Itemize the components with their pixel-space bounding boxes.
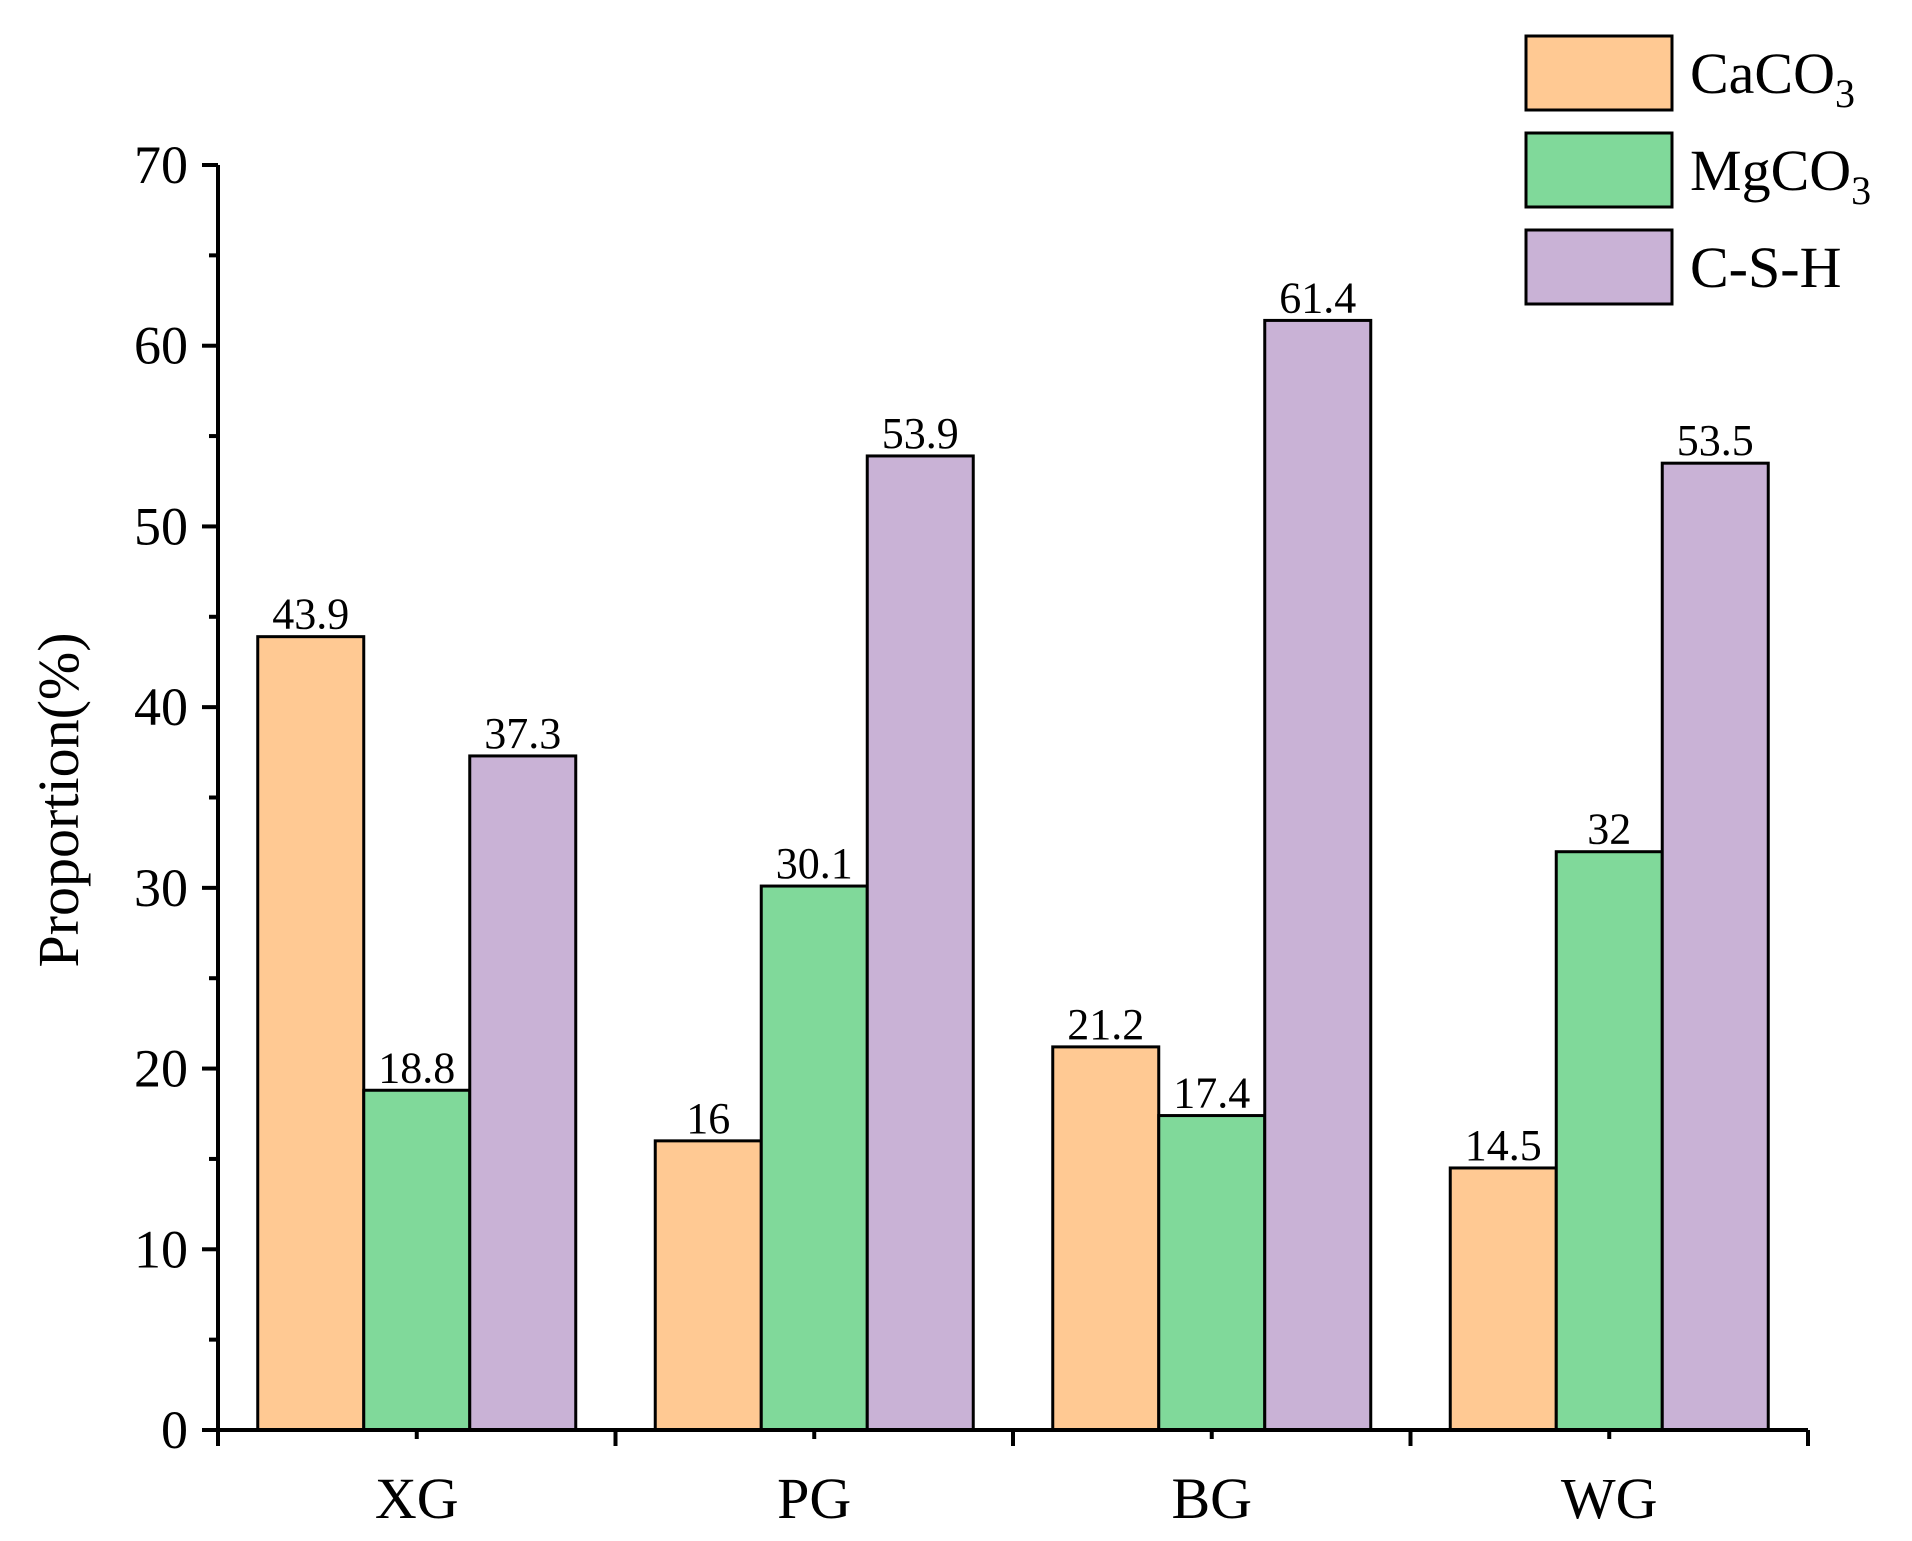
x-tick-label-bg: BG: [1171, 1466, 1252, 1531]
data-label-mgco3-pg: 30.1: [776, 839, 853, 888]
bar-mgco3-bg: [1157, 1114, 1267, 1432]
y-tick-label: 30: [134, 858, 188, 918]
bar-c-s-h-pg: [865, 454, 975, 1432]
bar-c-s-h-xg: [468, 754, 578, 1432]
bar-c-s-h-wg: [1660, 461, 1770, 1432]
data-label-caco3-bg: 21.2: [1067, 1000, 1144, 1049]
y-tick-label: 0: [161, 1400, 188, 1460]
data-labels-layer: 43.9 18.8 37.3 16 30.1 53.9 21.2 17.4 61.4 14.5 32…: [272, 273, 1754, 1170]
data-label-caco3-wg: 14.5: [1465, 1121, 1542, 1170]
x-tick-label-xg: XG: [375, 1466, 459, 1531]
legend: CaCO3 MgCO3 C-S-H: [1524, 34, 1871, 306]
y-tick-label: 20: [134, 1039, 188, 1099]
y-tick-label: 60: [134, 316, 188, 376]
y-tick-label: 40: [134, 677, 188, 737]
x-tick-label-wg: WG: [1561, 1466, 1658, 1531]
legend-label-mgco3: MgCO3: [1690, 138, 1871, 213]
data-label-caco3-pg: 16: [686, 1094, 730, 1143]
bar-c-s-h-bg: [1263, 318, 1373, 1432]
data-label-c-s-h-bg: 61.4: [1279, 273, 1356, 322]
data-label-c-s-h-wg: 53.5: [1677, 416, 1754, 465]
x-tick-label-pg: PG: [777, 1466, 851, 1531]
legend-label-caco3: CaCO3: [1690, 41, 1855, 116]
data-label-mgco3-wg: 32: [1587, 805, 1631, 854]
bar-caco3-wg: [1448, 1166, 1558, 1432]
bar-mgco3-pg: [759, 884, 869, 1432]
bar-mgco3-xg: [362, 1088, 472, 1432]
data-label-caco3-xg: 43.9: [272, 590, 349, 639]
data-label-mgco3-bg: 17.4: [1173, 1069, 1250, 1118]
bar-caco3-xg: [256, 635, 366, 1432]
y-tick-label: 70: [134, 135, 188, 195]
y-tick-label: 10: [134, 1219, 188, 1279]
bars-layer: [256, 318, 1770, 1432]
y-axis-title: Proportion(%): [26, 632, 91, 967]
axes-layer: 0 10 20 30 40 50 60 70 XG PG BG WG: [134, 135, 1810, 1531]
bar-caco3-bg: [1051, 1045, 1161, 1432]
legend-swatch-mgco3: [1524, 131, 1674, 209]
y-tick-label: 50: [134, 496, 188, 556]
data-label-c-s-h-pg: 53.9: [882, 409, 959, 458]
data-label-mgco3-xg: 18.8: [378, 1043, 455, 1092]
legend-swatch-caco3: [1524, 34, 1674, 112]
legend-label-c-s-h: C-S-H: [1690, 235, 1841, 300]
bar-caco3-pg: [653, 1139, 763, 1432]
legend-swatch-c-s-h: [1524, 228, 1674, 306]
bar-mgco3-wg: [1554, 850, 1664, 1432]
data-label-c-s-h-xg: 37.3: [484, 709, 561, 758]
